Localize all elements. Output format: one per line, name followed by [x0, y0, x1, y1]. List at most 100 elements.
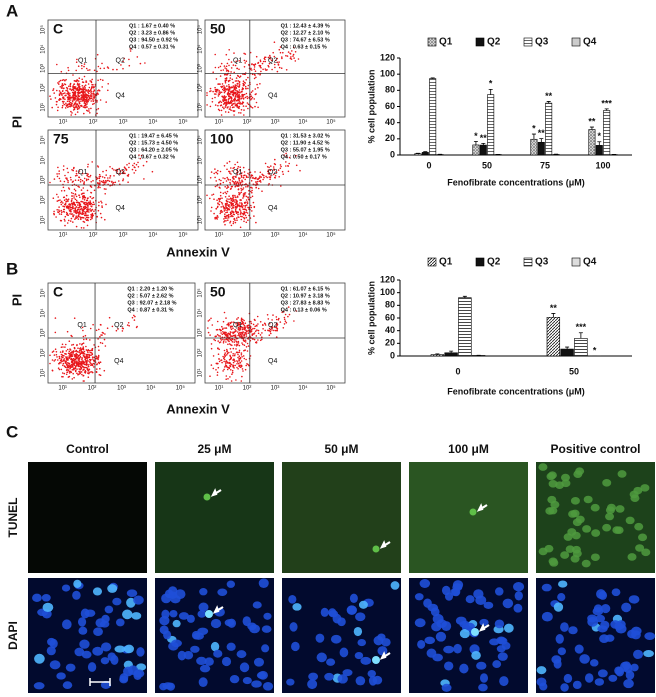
event-dot [84, 356, 86, 358]
nucleus [549, 559, 558, 567]
nucleus [34, 682, 45, 689]
event-dot [226, 375, 228, 377]
nucleus [417, 640, 425, 649]
event-dot [109, 177, 111, 179]
nucleus [480, 673, 488, 682]
nucleus [466, 595, 475, 603]
nucleus [545, 507, 554, 515]
plot-label: 50 [210, 21, 226, 37]
event-dot [72, 99, 74, 101]
event-dot [220, 75, 222, 77]
event-dot [211, 194, 213, 196]
event-dot [230, 106, 232, 108]
event-dot [221, 114, 223, 116]
event-dot [225, 88, 227, 90]
nucleus [78, 627, 87, 635]
event-dot [87, 90, 89, 92]
event-dot [49, 355, 51, 357]
event-dot [223, 341, 225, 343]
event-dot [253, 64, 255, 66]
x-tick-label: 10³ [271, 233, 280, 239]
event-dot [83, 339, 85, 341]
nucleus [357, 639, 366, 646]
x-tick-label: 10⁴ [146, 385, 156, 392]
event-dot [225, 196, 227, 198]
event-dot [236, 367, 238, 369]
event-dot [224, 92, 226, 94]
event-dot [94, 96, 96, 98]
event-dot [245, 82, 247, 84]
event-dot [235, 181, 237, 183]
event-dot [55, 97, 57, 99]
event-dot [213, 355, 215, 357]
event-dot [226, 217, 228, 219]
event-dot [67, 366, 69, 368]
nucleus [337, 674, 347, 683]
event-dot [82, 95, 84, 97]
event-dot [228, 352, 230, 354]
event-dot [71, 353, 73, 355]
event-dot [230, 77, 232, 79]
nucleus [134, 669, 145, 677]
x-axis-label: Fenofibrate concentrations (μM) [447, 177, 585, 187]
event-dot [225, 317, 227, 319]
event-dot [256, 325, 258, 327]
event-dot [223, 193, 225, 195]
event-dot [243, 320, 245, 322]
event-dot [87, 225, 89, 227]
event-dot [238, 102, 240, 104]
nucleus [56, 672, 66, 679]
event-dot [251, 207, 253, 209]
event-dot [81, 344, 83, 346]
event-dot [53, 360, 55, 362]
y-tick-label: 10² [41, 349, 47, 358]
event-dot [226, 354, 228, 356]
legend-label: Q3 [535, 37, 549, 48]
y-tick-label: 0 [390, 149, 395, 159]
event-dot [232, 195, 234, 197]
nucleus [497, 645, 506, 652]
event-dot [239, 166, 241, 168]
event-dot [75, 199, 77, 201]
event-dot [244, 344, 246, 346]
quadrant-label: Q4 [268, 205, 277, 212]
event-dot [224, 95, 226, 97]
event-dot [71, 198, 73, 200]
nucleus [608, 675, 617, 682]
event-dot [225, 102, 227, 104]
event-dot [214, 177, 216, 179]
event-dot [244, 202, 246, 204]
nucleus [489, 638, 499, 645]
event-dot [86, 200, 88, 202]
y-tick-label: 10¹ [198, 216, 204, 225]
quadrant-label: Q4 [268, 93, 277, 100]
nucleus [568, 626, 577, 634]
event-dot [253, 215, 255, 217]
nucleus [549, 480, 558, 488]
event-dot [84, 362, 86, 364]
event-dot [59, 213, 61, 215]
event-dot [246, 335, 248, 337]
event-dot [218, 367, 220, 369]
column-header: Positive control [550, 442, 640, 456]
event-dot [232, 341, 234, 343]
event-dot [66, 374, 68, 376]
event-dot [236, 363, 238, 365]
event-dot [71, 362, 73, 364]
event-dot [77, 87, 79, 89]
event-dot [72, 105, 74, 107]
event-dot [92, 180, 94, 182]
event-dot [89, 200, 91, 202]
legend-label: Q4 [583, 257, 597, 268]
event-dot [75, 179, 77, 181]
event-dot [229, 182, 231, 184]
event-dot [58, 99, 60, 101]
apoptotic-cell [204, 494, 211, 501]
nucleus [537, 666, 547, 674]
event-dot [231, 100, 233, 102]
nucleus [321, 608, 329, 617]
event-dot [220, 195, 222, 197]
event-dot [287, 316, 289, 318]
event-dot [233, 348, 235, 350]
event-dot [229, 171, 231, 173]
